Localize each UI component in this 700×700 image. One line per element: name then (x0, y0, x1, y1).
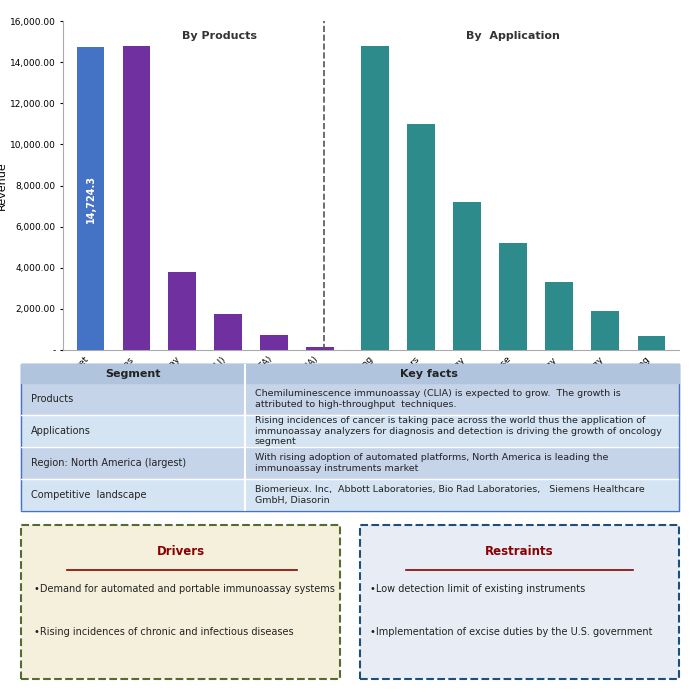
Bar (407, 124, 435, 350)
Text: Segment: Segment (105, 369, 160, 379)
Text: Key facts: Key facts (400, 369, 458, 379)
Text: Products: Products (31, 394, 73, 404)
Text: 14,724.3: 14,724.3 (85, 174, 95, 223)
Text: •Demand for automated and portable immunoassay systems: •Demand for automated and portable immun… (34, 584, 335, 594)
Text: Biomerieux. Inc,  Abbott Laboratories, Bio Rad Laboratories,   Siemens Healthcar: Biomerieux. Inc, Abbott Laboratories, Bi… (255, 485, 644, 505)
Bar (545, 282, 573, 350)
Bar (21, 447, 679, 479)
Bar (499, 243, 527, 350)
Bar (77, 47, 104, 350)
Bar (638, 335, 665, 350)
Text: Chemiluminescence immunoassay (CLIA) is expected to grow.  The growth is
attribu: Chemiluminescence immunoassay (CLIA) is … (255, 389, 620, 409)
Text: Drivers: Drivers (157, 545, 205, 558)
Text: Restraints: Restraints (485, 545, 554, 558)
Bar (21, 479, 679, 511)
Text: •Low detection limit of existing instruments: •Low detection limit of existing instrum… (370, 584, 585, 594)
Text: By Products: By Products (182, 31, 257, 41)
Text: By  Application: By Application (466, 31, 560, 41)
Text: Competitive  landscape: Competitive landscape (31, 490, 146, 500)
Bar (122, 46, 150, 350)
Y-axis label: Revenue: Revenue (0, 161, 7, 210)
Text: With rising adoption of automated platforms, North America is leading the
immuno: With rising adoption of automated platfo… (255, 454, 608, 473)
Bar (21, 383, 679, 415)
Bar (260, 335, 288, 350)
Text: Applications: Applications (31, 426, 91, 436)
Bar (21, 525, 340, 679)
Bar (360, 525, 679, 679)
Bar (21, 415, 679, 447)
Text: •Implementation of excise duties by the U.S. government: •Implementation of excise duties by the … (370, 626, 652, 636)
Text: Rising incidences of cancer is taking pace across the world thus the application: Rising incidences of cancer is taking pa… (255, 416, 662, 446)
Bar (306, 347, 334, 350)
Bar (592, 311, 619, 350)
Text: Region: North America (largest): Region: North America (largest) (31, 458, 186, 468)
Bar (21, 364, 679, 383)
Bar (169, 272, 196, 350)
Bar (361, 46, 388, 350)
Bar (454, 202, 481, 350)
Text: •Rising incidences of chronic and infectious diseases: •Rising incidences of chronic and infect… (34, 626, 294, 636)
Bar (214, 314, 241, 350)
